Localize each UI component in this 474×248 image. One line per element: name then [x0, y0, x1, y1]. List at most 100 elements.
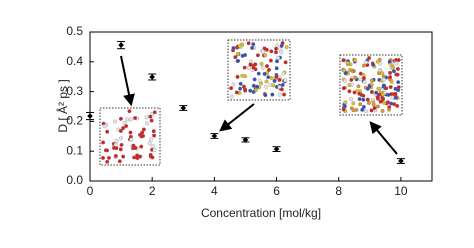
- point: [149, 74, 155, 80]
- x-tick-label: 10: [394, 184, 408, 198]
- molecule-atom: [345, 61, 350, 66]
- molecule-atom: [270, 92, 275, 97]
- molecule-atom: [229, 86, 234, 91]
- molecule-atom: [357, 97, 362, 101]
- molecule-atom: [259, 61, 264, 66]
- molecule-atom: [280, 83, 285, 87]
- molecule-atom: [269, 75, 274, 80]
- point: [242, 137, 249, 143]
- molecule-atom: [343, 78, 347, 83]
- molecule-atom: [388, 70, 393, 75]
- molecule-atom: [381, 74, 386, 79]
- molecule-atom: [393, 91, 398, 96]
- molecule-atom: [274, 50, 278, 55]
- molecule-atom: [251, 83, 256, 88]
- x-axis-label: Concentration [mol/kg]: [201, 206, 321, 220]
- molecule-atom: [238, 86, 243, 91]
- molecule-atom: [271, 83, 276, 88]
- molecule-atom: [390, 63, 394, 68]
- molecule-atom: [105, 148, 110, 153]
- molecule-atom: [261, 49, 265, 54]
- molecule-atom: [256, 71, 261, 76]
- molecule-atom: [353, 75, 358, 80]
- molecule-atom: [148, 137, 153, 142]
- molecule-atom: [113, 119, 117, 124]
- molecule-atom: [105, 129, 110, 134]
- molecule-atom: [139, 144, 144, 149]
- molecule-atom: [359, 92, 364, 97]
- molecule-atom: [387, 59, 392, 64]
- molecule-atom: [259, 81, 264, 86]
- molecule-atom: [125, 117, 130, 122]
- molecule-atom: [240, 73, 245, 78]
- y-tick-label: 0.1: [66, 143, 83, 157]
- point: [118, 42, 124, 48]
- molecule-atom: [362, 80, 367, 85]
- molecule-atom: [265, 64, 269, 69]
- molecule-atom: [375, 59, 380, 64]
- molecule-atom: [361, 97, 366, 102]
- arrow: [369, 121, 398, 155]
- molecule-atom: [133, 145, 138, 150]
- molecule-atom: [378, 99, 383, 104]
- molecule-atom: [361, 63, 366, 68]
- molecule-atom: [250, 45, 254, 50]
- molecule-atom: [251, 42, 256, 47]
- molecule-atom: [248, 88, 253, 93]
- molecule-atom: [113, 142, 118, 147]
- molecule-atom: [107, 155, 111, 160]
- molecule-atom: [361, 105, 366, 109]
- molecule-atom: [358, 102, 363, 107]
- molecule-atom: [264, 79, 269, 84]
- molecule-atom: [367, 84, 372, 89]
- molecule-atom: [229, 94, 234, 99]
- point: [398, 158, 404, 164]
- molecule-atom: [118, 129, 123, 133]
- molecule-atom: [371, 102, 376, 107]
- molecule-atom: [380, 109, 385, 113]
- molecule-atom: [396, 88, 401, 93]
- molecule-atom: [390, 95, 395, 100]
- molecule-atom: [148, 114, 153, 119]
- insets: [99, 39, 403, 166]
- molecule-atom: [347, 83, 352, 88]
- molecule-atom: [101, 140, 106, 145]
- molecule-atom: [274, 66, 279, 71]
- molecule-atom: [255, 84, 260, 89]
- molecule-atom: [389, 92, 393, 97]
- molecule-atom: [242, 65, 247, 70]
- molecule-atom: [129, 137, 134, 142]
- molecule-atom: [272, 78, 277, 83]
- molecule-atom: [144, 115, 149, 120]
- molecule-atom: [251, 90, 256, 94]
- molecule-atom: [389, 79, 394, 84]
- molecule-atom: [128, 130, 133, 135]
- molecule-atom: [231, 46, 236, 50]
- molecule-atom: [371, 62, 376, 67]
- molecule-atom: [380, 96, 385, 100]
- molecule-atom: [114, 138, 119, 143]
- molecule-atom: [263, 53, 268, 58]
- molecule-atom: [277, 78, 282, 82]
- molecule-atom: [391, 69, 396, 74]
- molecule-atom: [374, 90, 379, 95]
- molecule-atom: [343, 100, 348, 105]
- y-tick-label: 0.3: [66, 84, 83, 98]
- molecule-atom: [395, 72, 400, 77]
- molecule-atom: [276, 55, 281, 60]
- x-tick-label: 0: [87, 184, 94, 198]
- y-tick-label: 0.2: [66, 114, 83, 128]
- molecule-atom: [362, 76, 366, 81]
- molecule-atom: [349, 68, 354, 73]
- molecule-atom: [141, 127, 146, 132]
- molecule-atom: [235, 74, 240, 79]
- molecule-atom: [255, 53, 260, 58]
- arrow: [219, 103, 255, 132]
- molecule-atom: [269, 49, 274, 54]
- molecule-atom: [139, 134, 144, 139]
- molecule-atom: [121, 154, 126, 159]
- molecule-atom: [351, 108, 356, 113]
- molecule-atom: [268, 58, 273, 63]
- molecule-atom: [235, 52, 240, 56]
- molecule-atom: [235, 59, 240, 63]
